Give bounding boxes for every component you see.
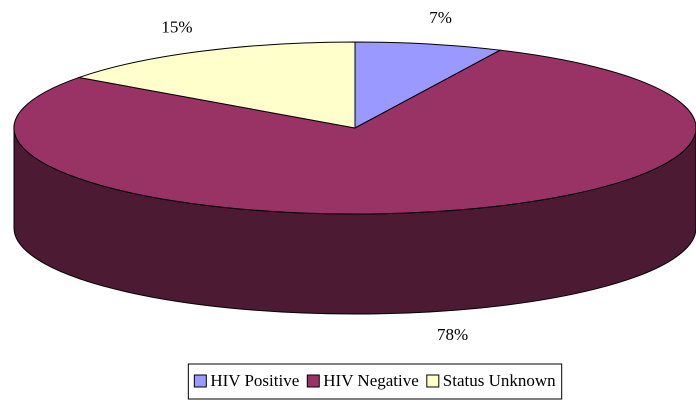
legend-swatch <box>426 374 440 388</box>
legend-label: HIV Negative <box>323 371 419 390</box>
slice <box>354 41 502 129</box>
data-label: 15% <box>161 17 192 36</box>
legend-label: HIV Positive <box>210 371 299 390</box>
legend: HIV Positive HIV Negative Status Unknown <box>187 363 563 400</box>
data-label: 7% <box>429 8 452 27</box>
legend-swatch <box>193 374 207 388</box>
data-labels: 7% 78% 15% <box>161 8 468 344</box>
pie-tops <box>13 41 696 215</box>
slice <box>13 49 696 215</box>
legend-label: Status Unknown <box>443 371 556 390</box>
legend-frame <box>187 363 563 400</box>
data-label: 78% <box>437 325 468 344</box>
legend-swatch <box>306 374 320 388</box>
slice <box>77 41 356 129</box>
